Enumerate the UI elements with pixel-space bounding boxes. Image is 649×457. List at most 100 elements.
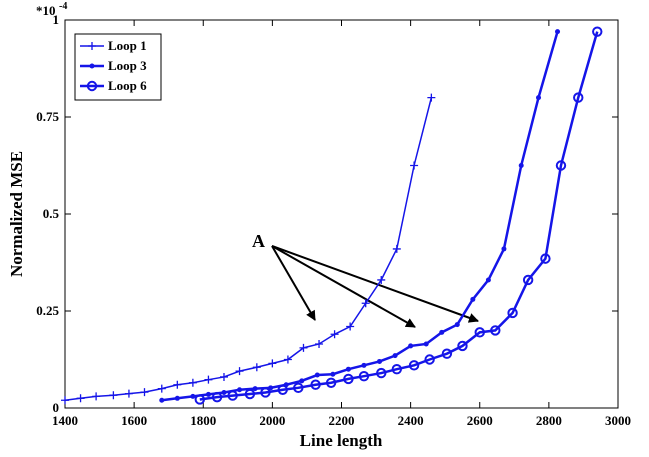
point	[540, 253, 551, 264]
point	[392, 353, 398, 359]
point	[124, 389, 133, 398]
point	[299, 343, 308, 352]
point	[343, 373, 354, 385]
point	[507, 307, 518, 319]
point	[392, 244, 401, 253]
point	[315, 339, 324, 348]
point	[244, 388, 256, 400]
annotation: A	[252, 231, 265, 251]
point	[194, 394, 205, 405]
point	[190, 393, 196, 399]
point	[361, 299, 370, 308]
point	[555, 160, 567, 171]
point	[441, 348, 453, 359]
point	[592, 26, 603, 37]
point	[92, 392, 101, 401]
point	[173, 380, 182, 389]
point	[227, 390, 238, 401]
point	[188, 378, 197, 387]
series-line	[199, 31, 599, 401]
annotation-arrows	[271, 245, 479, 328]
y-exponent: -4	[59, 1, 67, 12]
legend-label: Loop 6	[108, 78, 147, 93]
point	[377, 275, 386, 284]
point	[522, 274, 534, 286]
point	[299, 378, 305, 384]
point	[408, 343, 414, 349]
point	[237, 387, 243, 393]
legend-label: Loop 3	[108, 58, 147, 73]
point	[260, 387, 271, 398]
series-line	[161, 31, 559, 402]
point	[474, 327, 485, 338]
legend-marker	[89, 63, 95, 69]
point	[555, 29, 561, 35]
point	[159, 397, 165, 403]
x-tick-label: 2800	[536, 413, 562, 428]
point	[252, 363, 261, 372]
point	[424, 354, 435, 365]
point	[314, 372, 320, 378]
point	[330, 371, 336, 377]
point	[268, 385, 274, 391]
point	[157, 384, 166, 393]
point	[325, 377, 337, 388]
y-exponent-base: *10	[36, 3, 56, 18]
x-tick-label: 1600	[121, 413, 147, 428]
point	[61, 396, 69, 405]
point	[140, 388, 149, 397]
point	[211, 391, 223, 403]
series-line	[64, 97, 433, 401]
point	[252, 386, 258, 392]
point	[536, 95, 542, 101]
point	[518, 163, 524, 168]
point	[573, 92, 584, 103]
y-axis-title: Normalized MSE	[7, 151, 26, 277]
point	[490, 325, 501, 336]
point	[470, 296, 476, 302]
x-tick-label: 1800	[190, 413, 216, 428]
point	[391, 364, 402, 375]
point	[376, 367, 387, 379]
legend-label: Loop 1	[108, 38, 147, 53]
point	[501, 246, 507, 252]
x-tick-label: 2200	[329, 413, 355, 428]
point	[277, 384, 288, 395]
x-tick-label: 2000	[259, 413, 285, 428]
point	[454, 322, 460, 328]
point	[377, 358, 383, 364]
x-tick-label: 2600	[467, 413, 493, 428]
point	[219, 372, 228, 381]
point	[293, 382, 304, 394]
point	[346, 322, 355, 331]
x-tick-label: 2400	[398, 413, 424, 428]
point	[204, 375, 213, 384]
point	[410, 161, 419, 170]
point	[361, 362, 367, 368]
point	[205, 391, 211, 397]
point	[457, 340, 468, 352]
point	[485, 277, 491, 283]
point	[283, 355, 292, 364]
y-tick-label: 1	[53, 12, 60, 27]
point	[76, 394, 85, 403]
point	[427, 93, 436, 102]
point	[330, 330, 339, 339]
point	[439, 329, 445, 335]
point	[235, 367, 244, 376]
legend-marker	[88, 42, 96, 50]
y-tick-label: 0.75	[36, 109, 59, 124]
y-tick-label: 0	[53, 400, 60, 415]
x-tick-label: 3000	[605, 413, 631, 428]
point	[408, 360, 420, 371]
point	[268, 359, 277, 368]
y-tick-label: 0.5	[43, 206, 60, 221]
point	[358, 370, 370, 382]
point	[221, 389, 227, 395]
x-axis-title: Line length	[300, 431, 383, 450]
point	[109, 391, 118, 400]
y-tick-label: 0.25	[36, 303, 59, 318]
x-tick-label: 1400	[52, 413, 78, 428]
point	[174, 395, 180, 401]
